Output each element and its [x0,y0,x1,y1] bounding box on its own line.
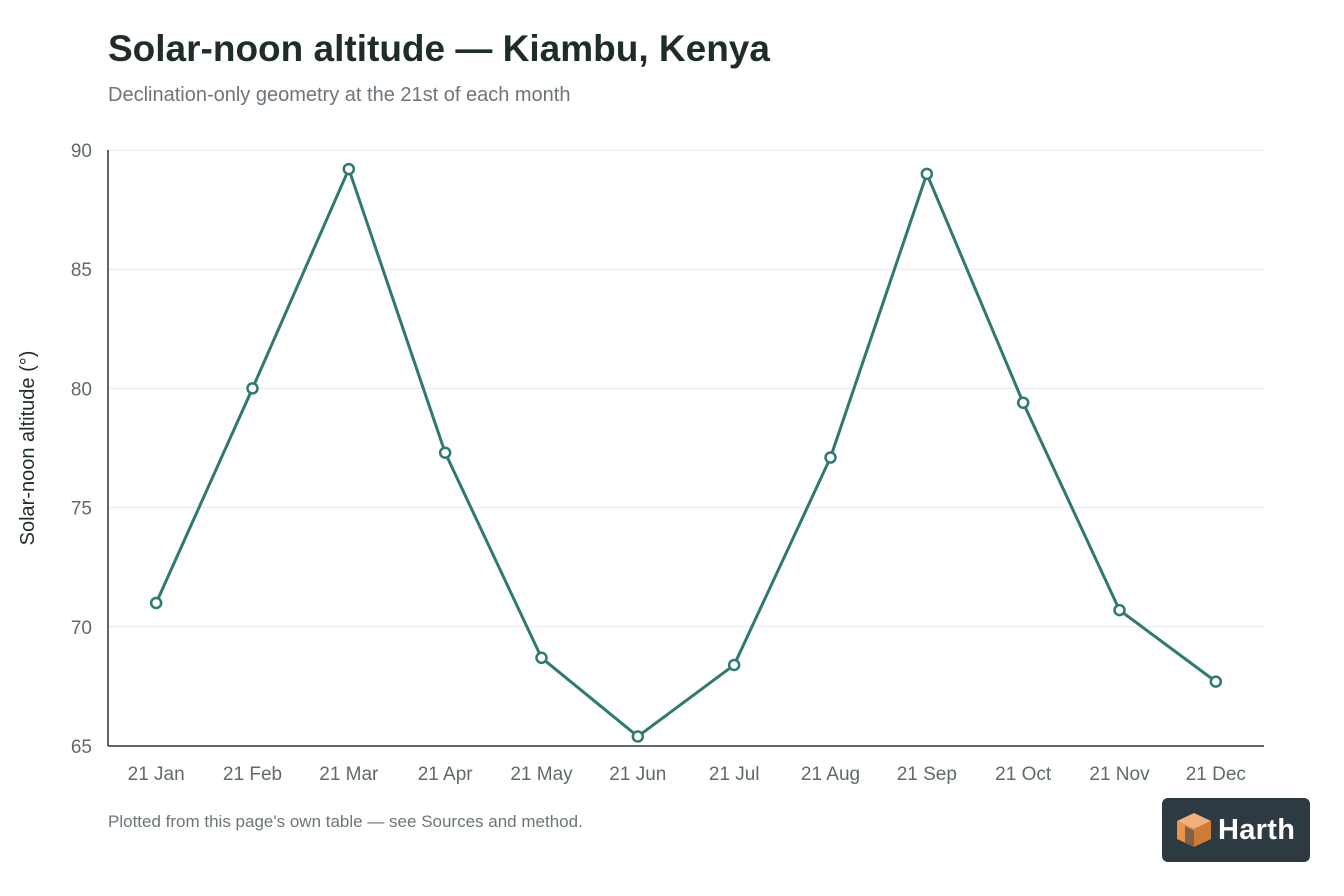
data-point[interactable] [824,451,837,464]
x-tick-label: 21 Apr [418,764,474,785]
isometric-cube-logo-icon [1177,813,1211,847]
y-tick-label: 85 [71,260,92,281]
data-point[interactable] [535,651,548,665]
x-tick-label: 21 Dec [1186,764,1246,785]
data-point[interactable] [1016,396,1030,409]
series-layer [154,167,1218,738]
data-point[interactable] [246,382,259,395]
axes [107,150,1264,747]
gridlines [108,149,1264,628]
x-tick-label: 21 Feb [223,764,282,785]
x-tick-label: 21 Sep [897,764,957,785]
y-tick-label: 90 [71,141,92,162]
x-tick-label: 21 May [510,764,573,785]
series-line [154,167,1218,738]
data-point[interactable] [727,658,741,672]
x-tick-label: 21 Aug [801,764,860,785]
x-tick-label: 21 Oct [995,764,1052,785]
x-tick-label: 21 Jun [609,764,666,785]
y-axis-title: Solar-noon altitude (°) [17,351,39,546]
y-tick-label: 70 [71,618,92,639]
y-tick-label: 65 [71,737,92,758]
x-tick-label: 21 Mar [319,764,379,785]
data-point[interactable] [631,730,645,743]
marker-layer [149,162,1223,743]
data-point[interactable] [920,167,934,181]
x-tick-label: 21 Jul [709,764,760,785]
data-point[interactable] [1113,603,1126,617]
x-tick-label: 21 Jan [128,764,185,785]
x-tick-label: 21 Nov [1089,764,1150,785]
y-axis-ticks: 65 70 75 80 85 90 [71,141,92,758]
data-point[interactable] [438,446,452,460]
y-tick-label: 75 [71,499,92,520]
x-axis-ticks: 21 Jan 21 Feb 21 Mar 21 Apr 21 May 21 Jun 21 J… [128,764,1246,785]
data-point[interactable] [342,162,356,176]
y-tick-label: 80 [71,379,92,400]
brand-name: Harth [1218,813,1296,846]
footnote: Plotted from this page's own table — see… [108,812,583,831]
chart-subtitle: Declination-only geometry at the 21st of… [108,84,571,106]
data-point[interactable] [1209,675,1223,688]
data-point[interactable] [149,596,163,610]
brand-badge[interactable]: Harth [1162,798,1310,862]
chart-title: Solar-noon altitude — Kiambu, Kenya [108,28,770,69]
